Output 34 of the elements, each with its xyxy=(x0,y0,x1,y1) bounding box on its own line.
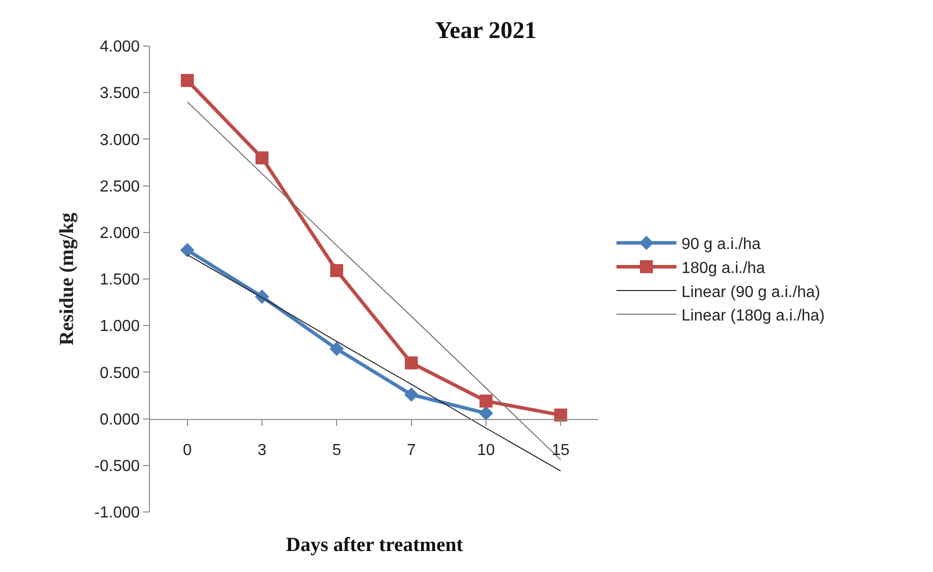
x-tick-label: 7 xyxy=(406,442,416,459)
point xyxy=(404,356,418,370)
legend-label: 90 g a.i./ha xyxy=(681,236,761,254)
y-axis-title: Residue (mg/kg xyxy=(56,212,78,346)
x-tick-label: 15 xyxy=(552,442,570,459)
y-tick-label: -1.000 xyxy=(94,504,140,522)
point xyxy=(480,394,492,408)
point xyxy=(404,387,418,402)
point xyxy=(180,74,194,87)
point xyxy=(330,264,344,278)
point xyxy=(330,342,344,356)
y-tick-label: 1.500 xyxy=(100,272,140,289)
y-tick-label: 4.000 xyxy=(100,38,140,56)
y-tick-label: 0.500 xyxy=(100,364,140,382)
y-tick-label: 2.500 xyxy=(100,178,140,196)
y-tick-label: 2.000 xyxy=(100,225,140,242)
x-tick-label: 3 xyxy=(258,442,267,459)
point xyxy=(554,408,568,422)
y-tick-label: -0.500 xyxy=(94,458,140,475)
legend-label: Linear (90 g a.i./ha) xyxy=(681,284,820,301)
legend-label: 180g a.i./ha xyxy=(681,260,766,277)
point xyxy=(478,406,494,420)
point xyxy=(256,151,268,164)
x-axis-title: Days after treatment xyxy=(286,534,464,556)
point xyxy=(180,242,194,258)
chart-title: Year 2021 xyxy=(435,18,537,44)
y-tick-label: 1.000 xyxy=(100,318,140,336)
x-tick-label: 5 xyxy=(332,442,342,459)
x-tick-label: 0 xyxy=(182,442,192,459)
x-tick-label: 10 xyxy=(477,442,495,459)
y-tick-label: 0.000 xyxy=(100,411,140,428)
y-tick-label: 3.500 xyxy=(100,85,140,102)
y-tick-label: 3.000 xyxy=(100,132,140,149)
legend-label: Linear (180g a.i./ha) xyxy=(681,308,825,325)
